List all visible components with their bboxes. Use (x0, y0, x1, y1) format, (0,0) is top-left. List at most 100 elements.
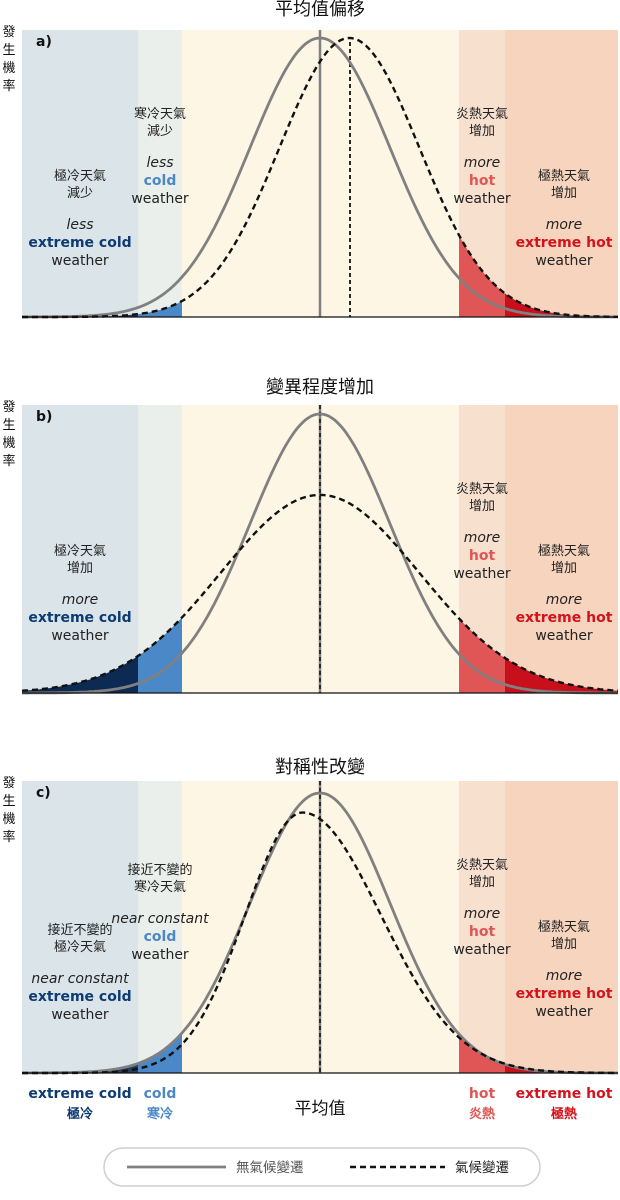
y-axis-char: 發 (2, 400, 15, 415)
label-xhot-weather: weather (535, 1004, 593, 1020)
label-hot-zh: 增加 (469, 124, 495, 139)
label-cold-zh: 接近不變的 (127, 862, 192, 878)
label-xhot-qual: more (546, 217, 583, 233)
axis-extreme-cold-en: extreme cold (28, 1086, 131, 1102)
axis-extreme-hot-en: extreme hot (516, 1086, 613, 1102)
label-hot-weather: weather (453, 191, 511, 207)
label-hot-zh: 增加 (469, 875, 495, 890)
label-xhot-zh: 極熱天氣 (538, 919, 590, 935)
label-xcold-zh: 接近不變的 (47, 922, 112, 938)
zone-extreme-hot-bg (505, 30, 618, 317)
label-xcold-kind: extreme cold (28, 610, 131, 626)
y-axis-char: 率 (2, 453, 15, 469)
panel-title: 對稱性改變 (275, 757, 365, 778)
tail-extreme-hot (505, 658, 618, 693)
tail-hot (459, 618, 505, 693)
curve-no-climate-change (22, 412, 618, 695)
axis-mean-label: 平均值 (295, 1099, 346, 1119)
zone-extreme-cold-bg (22, 30, 138, 317)
label-xcold-qual: more (62, 592, 99, 608)
label-hot-qual: more (464, 530, 501, 546)
panel-letter: c) (36, 785, 51, 801)
label-xhot-zh: 增加 (551, 561, 577, 576)
label-xcold-zh: 增加 (67, 561, 93, 576)
tail-cold (138, 301, 182, 317)
curve-climate-change (21, 493, 619, 692)
label-xhot-kind: extreme hot (516, 986, 613, 1002)
tail-hot (459, 1034, 505, 1073)
label-xhot-weather: weather (535, 253, 593, 269)
label-hot-kind: hot (469, 924, 496, 940)
zone-extreme-hot-bg (505, 781, 618, 1073)
label-hot-weather: weather (453, 942, 511, 958)
zone-cold-bg (138, 30, 182, 317)
label-cold-qual: near constant (111, 911, 209, 927)
label-cold-zh: 寒冷天氣 (134, 879, 186, 895)
label-xhot-zh: 增加 (551, 186, 577, 201)
label-xhot-zh: 增加 (551, 937, 577, 952)
y-axis-char: 生 (2, 43, 15, 58)
zone-extreme-cold-bg (22, 405, 138, 693)
y-axis-char: 機 (2, 812, 15, 827)
label-xcold-zh: 極冷天氣 (54, 939, 106, 955)
label-cold-zh: 寒冷天氣 (134, 106, 186, 122)
label-hot-zh: 增加 (469, 499, 495, 514)
label-xcold-zh: 減少 (67, 185, 93, 201)
label-xcold-weather: weather (51, 253, 109, 269)
curve-climate-change (22, 36, 618, 319)
label-xcold-zh: 極冷天氣 (54, 543, 106, 559)
axis-cold-en: cold (144, 1086, 177, 1102)
curve-climate-change (22, 811, 618, 1075)
label-hot-zh: 炎熱天氣 (456, 107, 508, 122)
label-hot-qual: more (464, 906, 501, 922)
label-xcold-weather: weather (51, 628, 109, 644)
panel-letter: b) (36, 409, 52, 425)
zone-extreme-hot-bg (505, 405, 618, 693)
label-xcold-qual: near constant (31, 971, 129, 987)
y-axis-char: 率 (2, 829, 15, 845)
panel-letter: a) (36, 34, 52, 50)
tail-extreme-cold (22, 655, 138, 693)
label-hot-zh: 炎熱天氣 (456, 858, 508, 873)
y-axis-char: 機 (2, 61, 15, 76)
axis-hot-zh: 炎熱 (469, 1106, 495, 1122)
axis-cold-zh: 寒冷 (146, 1106, 173, 1122)
tail-extreme-cold (22, 314, 138, 317)
panel-title: 變異程度增加 (266, 377, 374, 398)
panel-title: 平均值偏移 (275, 0, 365, 20)
axis-extreme-hot-zh: 極熱 (550, 1106, 577, 1122)
axis-extreme-cold-zh: 極冷 (66, 1106, 93, 1122)
label-cold-weather: weather (131, 947, 189, 963)
label-hot-kind: hot (469, 173, 496, 189)
label-cold-qual: less (146, 155, 173, 171)
label-xhot-zh: 極熱天氣 (538, 543, 590, 559)
y-axis-char: 發 (2, 776, 15, 791)
y-axis-char: 生 (2, 418, 15, 433)
label-cold-kind: cold (144, 173, 177, 189)
label-xhot-zh: 極熱天氣 (538, 168, 590, 184)
zone-hot-bg (459, 781, 505, 1073)
legend: 無氣候變遷 氣候變遷 (103, 1147, 541, 1187)
label-xhot-kind: extreme hot (516, 235, 613, 251)
panel-b: 變異程度增加b)發生機率寒冷天氣增加morecoldweather極冷天氣增加m… (2, 377, 619, 957)
label-hot-weather: weather (453, 566, 511, 582)
label-hot-qual: more (464, 155, 501, 171)
axis-hot-en: hot (469, 1086, 496, 1102)
label-xcold-kind: extreme cold (28, 235, 131, 251)
legend-box (103, 1147, 541, 1187)
tail-extreme-hot (505, 293, 618, 317)
label-hot-kind: hot (469, 548, 496, 564)
label-xhot-qual: more (546, 968, 583, 984)
curve-no-climate-change (22, 36, 618, 319)
